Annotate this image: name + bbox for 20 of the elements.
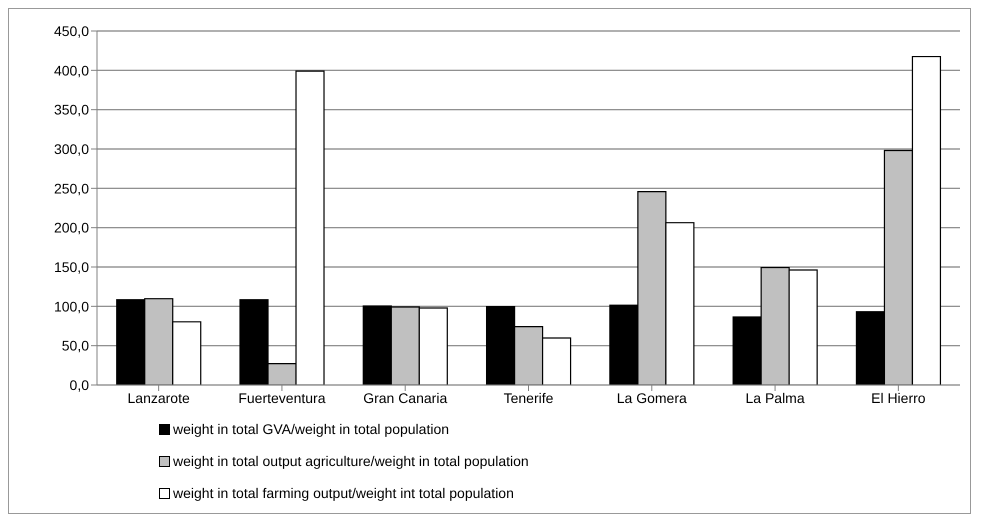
- x-tick-label: Tenerife: [504, 390, 554, 406]
- y-tick-label: 400,0: [54, 62, 90, 78]
- x-tick-label: La Palma: [745, 390, 805, 406]
- x-tick-label: Lanzarote: [128, 390, 190, 406]
- y-tick-label: 50,0: [62, 338, 90, 354]
- y-tick-label: 300,0: [54, 140, 90, 157]
- x-tick-label: Fuerteventura: [238, 390, 326, 406]
- x-tick-label: Gran Canaria: [363, 390, 448, 406]
- legend-label: weight in total GVA/weight in total population: [173, 421, 450, 437]
- y-tick-label: 200,0: [54, 220, 90, 236]
- y-tick-label: 450,0: [54, 22, 90, 39]
- x-tick-label: La Gomera: [616, 390, 688, 406]
- y-tick-label: 350,0: [54, 102, 90, 118]
- y-tick-label: 250,0: [54, 180, 90, 196]
- y-tick-label: 100,0: [54, 298, 90, 314]
- x-tick-label: El Hierro: [871, 390, 926, 406]
- legend-label: weight in total output agriculture/weight in total population: [173, 453, 529, 469]
- y-tick-label: 0,0: [70, 376, 90, 393]
- y-tick-label: 150,0: [54, 258, 90, 275]
- legend-label: weight in total farming output/weight int total population: [173, 485, 514, 501]
